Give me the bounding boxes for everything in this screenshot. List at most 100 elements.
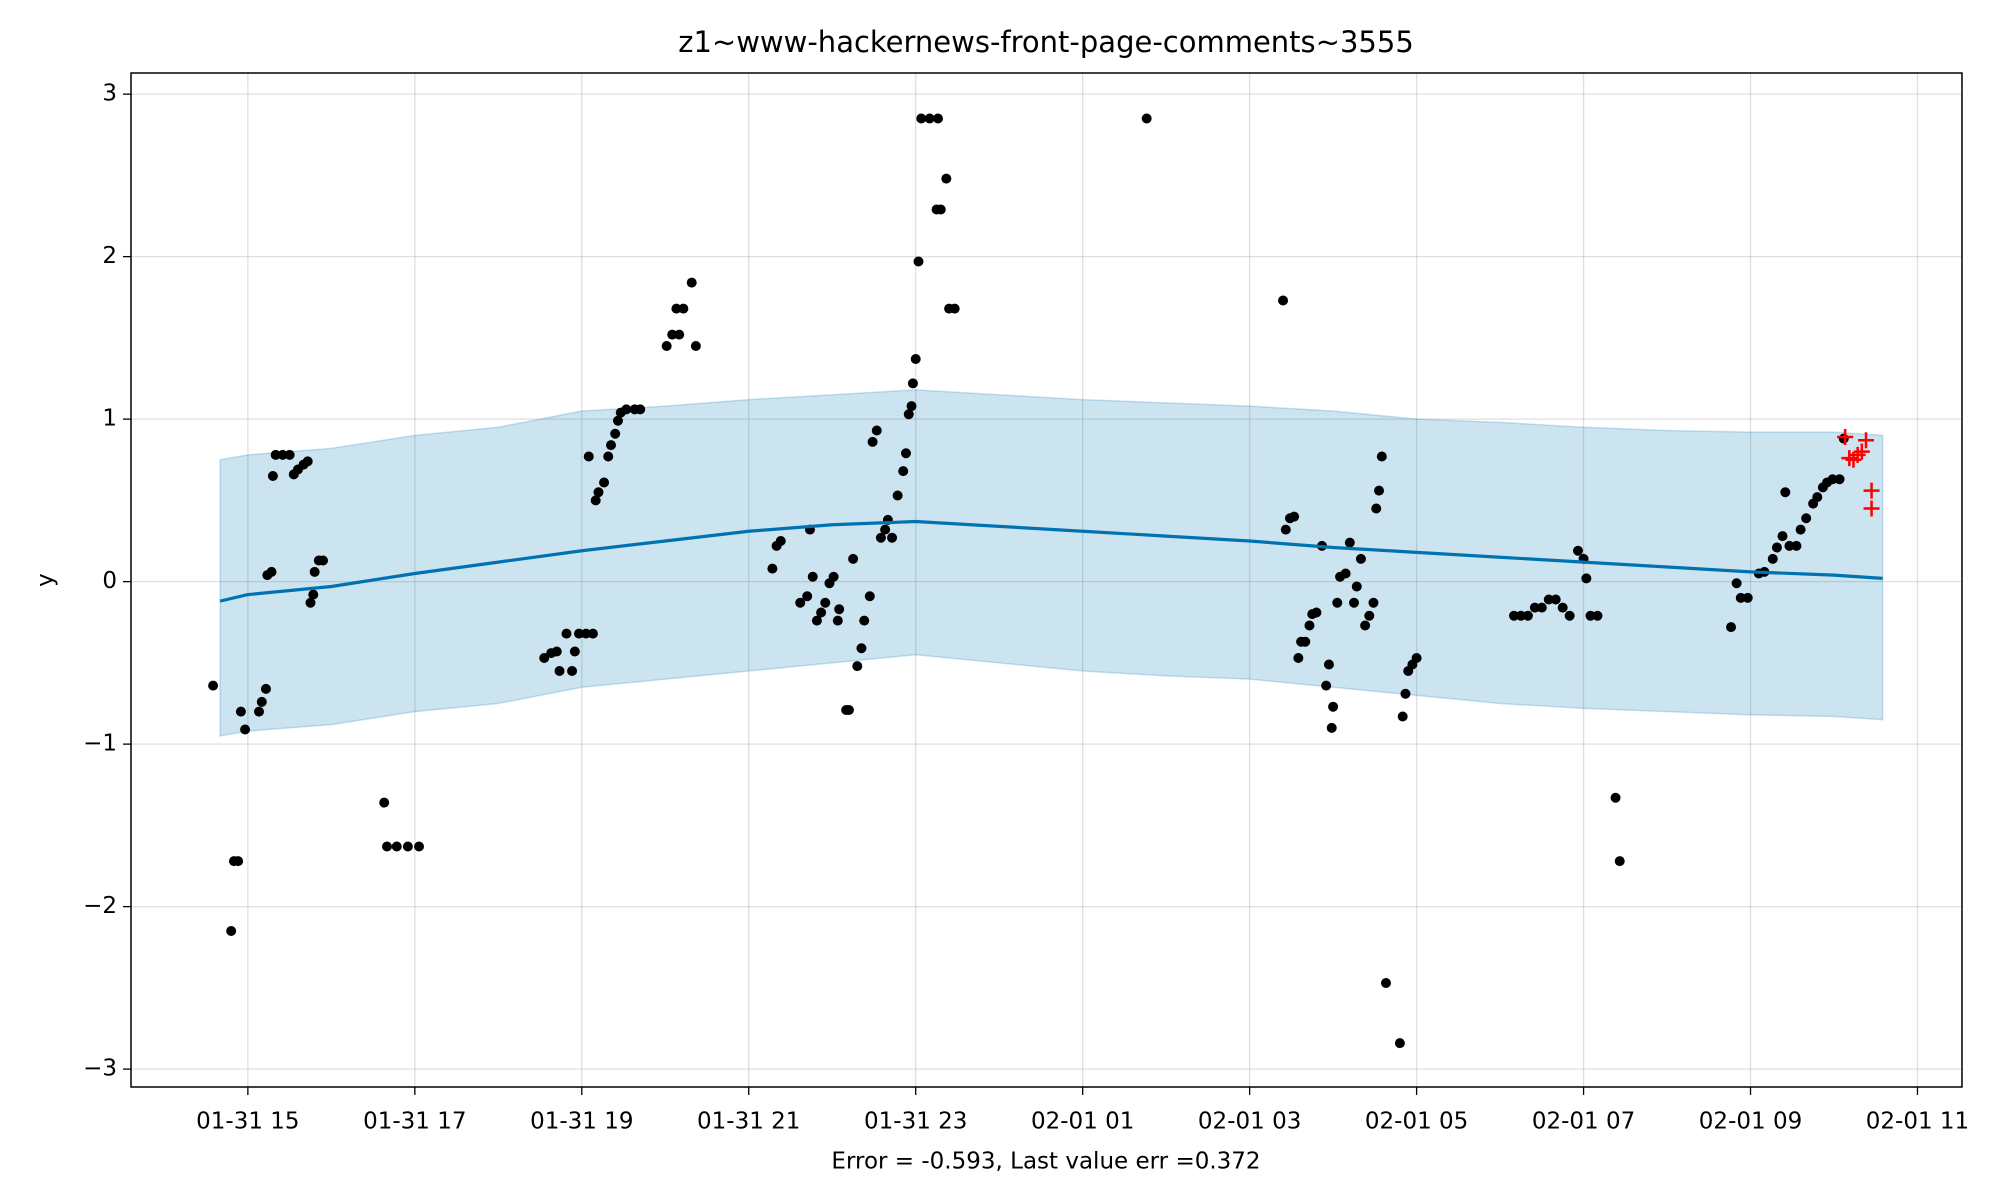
observed-point bbox=[1812, 492, 1823, 503]
observed-point bbox=[1340, 568, 1351, 579]
observed-point bbox=[551, 646, 562, 657]
observed-point bbox=[1572, 545, 1583, 556]
observed-point bbox=[1838, 433, 1849, 444]
observed-point bbox=[1141, 113, 1152, 124]
observed-point bbox=[621, 404, 632, 415]
observed-point bbox=[856, 643, 867, 654]
observed-point bbox=[1280, 524, 1291, 535]
observed-point bbox=[580, 628, 591, 639]
observed-point bbox=[208, 680, 219, 691]
observed-point bbox=[767, 563, 778, 574]
observed-point bbox=[574, 628, 585, 639]
observed-point bbox=[1326, 722, 1337, 733]
y-tick-label: −3 bbox=[83, 1056, 117, 1082]
observed-point bbox=[1550, 594, 1561, 605]
observed-point bbox=[843, 705, 854, 715]
observed-point bbox=[1780, 487, 1791, 498]
observed-point bbox=[569, 646, 580, 657]
observed-point bbox=[254, 706, 265, 717]
observed-point bbox=[949, 303, 960, 314]
observed-point bbox=[941, 173, 952, 184]
observed-point bbox=[1515, 610, 1526, 621]
observed-point bbox=[932, 113, 943, 124]
observed-point bbox=[1614, 856, 1625, 867]
observed-point bbox=[832, 615, 843, 626]
observed-point bbox=[1355, 553, 1366, 564]
observed-point bbox=[892, 490, 903, 501]
observed-point bbox=[910, 354, 921, 364]
observed-point bbox=[887, 532, 898, 543]
observed-point bbox=[1371, 503, 1382, 514]
test-point bbox=[1863, 500, 1880, 517]
x-tick-label: 01-31 19 bbox=[530, 1109, 633, 1135]
observed-point bbox=[828, 571, 839, 582]
observed-point bbox=[382, 841, 393, 852]
observed-point bbox=[226, 926, 237, 936]
observed-point bbox=[1791, 540, 1802, 551]
observed-point bbox=[1376, 451, 1387, 462]
observed-point bbox=[277, 449, 288, 460]
observed-point bbox=[848, 553, 859, 564]
y-tick-label: 2 bbox=[102, 243, 117, 269]
observed-point bbox=[1351, 581, 1362, 592]
observed-point bbox=[1289, 511, 1300, 522]
observed-point bbox=[816, 607, 827, 618]
observed-point bbox=[1508, 610, 1519, 621]
observed-point bbox=[1767, 553, 1778, 564]
observed-point bbox=[610, 428, 621, 439]
observed-point bbox=[599, 477, 610, 488]
observed-point bbox=[305, 597, 316, 608]
x-tick-label: 01-31 21 bbox=[697, 1109, 800, 1135]
forecast-line bbox=[219, 519, 1883, 603]
x-tick-label: 02-01 07 bbox=[1532, 1109, 1635, 1135]
observed-point bbox=[1827, 474, 1838, 485]
observed-point bbox=[795, 597, 806, 608]
y-tick-label: 1 bbox=[102, 406, 117, 432]
observed-point bbox=[612, 415, 623, 426]
observed-point bbox=[266, 566, 277, 577]
observed-point bbox=[875, 532, 886, 543]
observed-point bbox=[852, 661, 863, 672]
x-tick-label: 02-01 11 bbox=[1866, 1109, 1969, 1135]
observed-point bbox=[661, 341, 672, 351]
observed-point bbox=[1394, 1038, 1405, 1049]
observed-point bbox=[1397, 711, 1408, 722]
observed-point bbox=[414, 841, 425, 852]
observed-point bbox=[1364, 610, 1375, 621]
observed-point bbox=[1564, 610, 1575, 621]
observed-point bbox=[1784, 540, 1795, 551]
observed-point bbox=[240, 724, 251, 735]
observed-point bbox=[1380, 978, 1391, 988]
observed-point bbox=[235, 706, 246, 717]
observed-point bbox=[1293, 653, 1304, 663]
observed-point bbox=[864, 591, 875, 602]
observed-point bbox=[391, 841, 402, 852]
x-tick-label: 02-01 05 bbox=[1365, 1109, 1468, 1135]
x-tick-label: 02-01 09 bbox=[1699, 1109, 1802, 1135]
observed-point bbox=[667, 329, 678, 340]
x-tick-label: 01-31 17 bbox=[363, 1109, 466, 1135]
observed-point bbox=[871, 425, 882, 436]
observed-point bbox=[903, 409, 914, 420]
observed-point bbox=[898, 466, 909, 477]
observed-point bbox=[674, 329, 685, 340]
observed-point bbox=[834, 604, 845, 615]
observed-point bbox=[1328, 701, 1339, 712]
test-point bbox=[1858, 432, 1874, 449]
y-tick-label: −1 bbox=[83, 731, 117, 757]
observed-point bbox=[539, 653, 550, 663]
x-tick-label: 01-31 15 bbox=[196, 1109, 299, 1135]
observed-point bbox=[1735, 592, 1746, 603]
y-tick-label: 0 bbox=[102, 568, 117, 594]
observed-point bbox=[606, 440, 617, 451]
observed-point bbox=[402, 841, 413, 852]
observed-point bbox=[807, 571, 818, 582]
observed-point bbox=[1592, 610, 1603, 621]
observed-point bbox=[256, 696, 267, 707]
observed-point bbox=[935, 204, 946, 215]
observed-point bbox=[233, 856, 244, 867]
x-tick-label: 02-01 01 bbox=[1031, 1109, 1134, 1135]
